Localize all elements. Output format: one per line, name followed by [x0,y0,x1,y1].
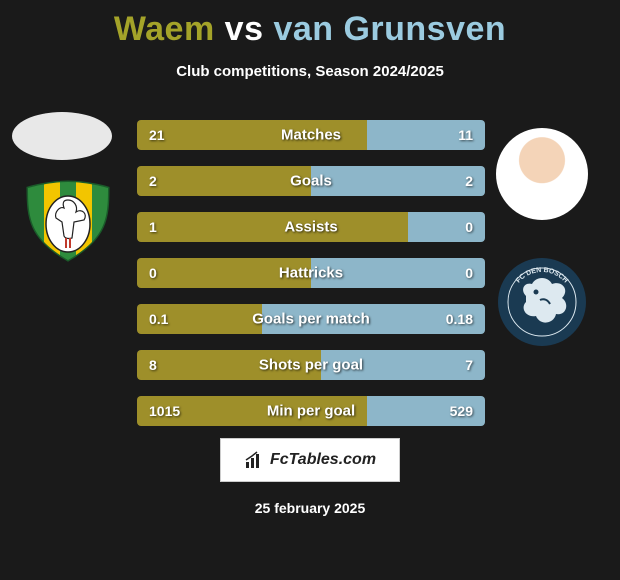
player-right-avatar [496,128,588,220]
footer-brand-badge: FcTables.com [220,438,400,482]
club-crest-left [18,178,118,264]
stat-value-right: 0 [465,265,473,281]
comparison-title: Waem vs van Grunsven [0,0,620,49]
title-vs: vs [225,10,264,48]
club-crest-right: FC DEN BOSCH [496,256,588,348]
stat-value-left: 1015 [149,403,180,419]
stat-row: 1 0 Assists [137,212,485,242]
stat-label: Hattricks [279,265,343,282]
stats-container: 21 11 Matches 2 2 Goals 1 0 Assists 0 0 Hattricks 0.… [137,120,485,442]
stat-value-left: 2 [149,173,157,189]
stat-row: 0 0 Hattricks [137,258,485,288]
stat-value-right: 7 [465,357,473,373]
stat-bar-right [311,166,485,196]
stat-row: 21 11 Matches [137,120,485,150]
stat-value-right: 0 [465,219,473,235]
stat-bar-right [408,212,485,242]
stat-value-left: 1 [149,219,157,235]
stat-value-left: 21 [149,127,165,143]
stat-bar-left [137,166,311,196]
stat-label: Goals per match [252,311,370,328]
player-left-avatar [12,112,112,160]
stat-value-left: 8 [149,357,157,373]
stat-row: 0.1 0.18 Goals per match [137,304,485,334]
date-text: 25 february 2025 [255,500,366,516]
stat-value-right: 0.18 [446,311,473,327]
subtitle: Club competitions, Season 2024/2025 [0,63,620,80]
stat-label: Shots per goal [259,357,363,374]
stat-value-right: 2 [465,173,473,189]
stat-row: 2 2 Goals [137,166,485,196]
chart-icon [244,450,264,470]
footer-brand-text: FcTables.com [270,451,376,469]
stat-value-left: 0.1 [149,311,168,327]
stat-label: Goals [290,173,332,190]
stat-label: Matches [281,127,341,144]
stat-value-left: 0 [149,265,157,281]
title-player-right: van Grunsven [273,10,506,48]
stat-bar-left [137,212,408,242]
stat-label: Assists [284,219,337,236]
stat-value-right: 11 [458,127,473,143]
stat-value-right: 529 [450,403,473,419]
stat-label: Min per goal [267,403,355,420]
title-player-left: Waem [114,10,215,48]
stat-row: 1015 529 Min per goal [137,396,485,426]
stat-row: 8 7 Shots per goal [137,350,485,380]
